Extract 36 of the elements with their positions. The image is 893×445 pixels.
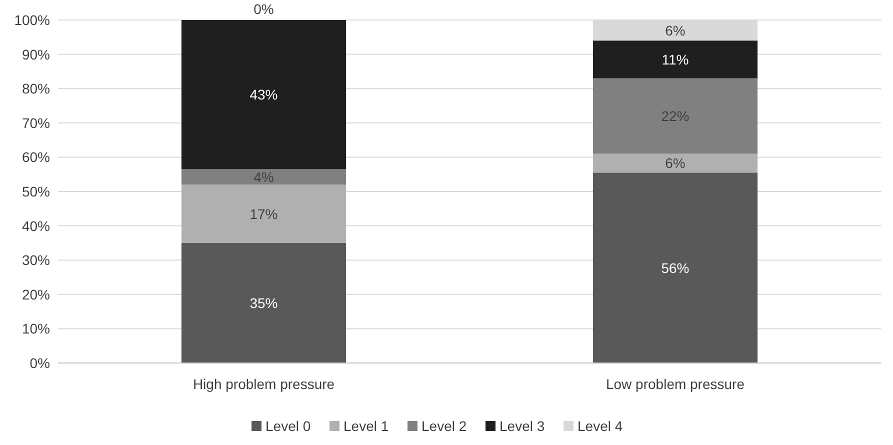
legend-label: Level 1 xyxy=(344,418,389,434)
x-tick-label: High problem pressure xyxy=(192,376,335,392)
data-label: 56% xyxy=(661,260,690,276)
legend-label: Level 3 xyxy=(500,418,545,434)
y-tick-label: 100% xyxy=(14,12,50,28)
bar xyxy=(181,169,346,185)
bar xyxy=(592,78,758,154)
bar xyxy=(181,242,346,363)
bar xyxy=(592,154,758,173)
legend-label: Level 4 xyxy=(578,418,623,434)
y-tick-label: 30% xyxy=(22,252,50,268)
y-tick-label: 0% xyxy=(30,355,50,371)
data-label: 6% xyxy=(665,155,686,172)
x-tick-label: Low problem pressure xyxy=(606,376,745,392)
y-tick-label: 90% xyxy=(22,46,50,62)
y-tick-label: 50% xyxy=(22,184,50,200)
data-label: 35% xyxy=(250,294,278,311)
data-label: 22% xyxy=(661,108,690,124)
y-tick-label: 40% xyxy=(22,218,50,234)
y-tick-label: 10% xyxy=(22,320,50,337)
data-label: 11% xyxy=(662,51,689,68)
y-tick-label: 70% xyxy=(22,114,50,131)
data-label: 4% xyxy=(254,168,274,185)
bar xyxy=(181,20,346,170)
legend-label: Level 0 xyxy=(266,418,311,434)
legend-label: Level 2 xyxy=(422,418,467,434)
data-label: 6% xyxy=(665,22,686,38)
y-tick-label: 20% xyxy=(22,286,50,302)
y-tick-label: 60% xyxy=(22,149,50,166)
bar xyxy=(592,172,758,363)
bar xyxy=(181,184,346,243)
data-label: 0% xyxy=(254,1,274,17)
bar xyxy=(592,40,758,78)
data-label: 17% xyxy=(250,206,278,222)
y-tick-label: 80% xyxy=(22,80,50,97)
data-label: 43% xyxy=(250,86,278,103)
